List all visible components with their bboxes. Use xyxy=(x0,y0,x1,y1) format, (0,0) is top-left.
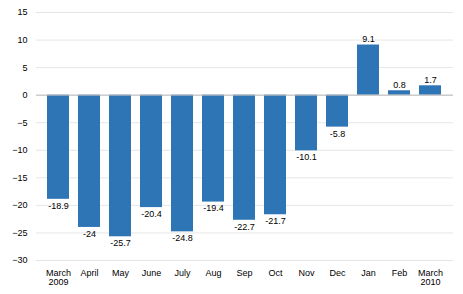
svg-text:1.7: 1.7 xyxy=(424,75,437,85)
svg-text:-24: -24 xyxy=(83,229,96,239)
svg-text:-19.4: -19.4 xyxy=(203,203,224,213)
svg-text:May: May xyxy=(112,268,130,278)
svg-text:10: 10 xyxy=(17,35,27,45)
svg-text:July: July xyxy=(174,268,191,278)
svg-text:Feb: Feb xyxy=(392,268,408,278)
svg-text:Nov: Nov xyxy=(298,268,315,278)
svg-text:Sep: Sep xyxy=(236,268,252,278)
svg-text:5: 5 xyxy=(22,62,27,72)
svg-text:March2010: March2010 xyxy=(418,268,443,287)
svg-text:−15: −15 xyxy=(12,173,27,183)
svg-text:0: 0 xyxy=(22,90,27,100)
svg-text:Aug: Aug xyxy=(205,268,221,278)
svg-text:-22.7: -22.7 xyxy=(234,222,255,232)
svg-text:-20.4: -20.4 xyxy=(141,209,162,219)
svg-text:−25: −25 xyxy=(12,228,27,238)
svg-text:-18.9: -18.9 xyxy=(48,201,69,211)
svg-text:0.8: 0.8 xyxy=(393,80,406,90)
svg-text:-21.7: -21.7 xyxy=(265,216,286,226)
svg-text:June: June xyxy=(142,268,162,278)
svg-text:-25.7: -25.7 xyxy=(110,238,131,248)
svg-text:-24.8: -24.8 xyxy=(172,233,193,243)
svg-text:April: April xyxy=(80,268,98,278)
svg-text:−5: −5 xyxy=(17,118,27,128)
svg-text:-5.8: -5.8 xyxy=(330,129,346,139)
svg-text:−10: −10 xyxy=(12,145,27,155)
svg-text:Oct: Oct xyxy=(268,268,283,278)
svg-text:−30: −30 xyxy=(12,255,27,265)
svg-text:15: 15 xyxy=(17,7,27,17)
svg-text:Jan: Jan xyxy=(361,268,376,278)
svg-text:March2009: March2009 xyxy=(46,268,71,287)
svg-text:−20: −20 xyxy=(12,200,27,210)
svg-text:-10.1: -10.1 xyxy=(296,152,317,162)
svg-text:9.1: 9.1 xyxy=(362,34,375,44)
svg-text:Dec: Dec xyxy=(329,268,346,278)
